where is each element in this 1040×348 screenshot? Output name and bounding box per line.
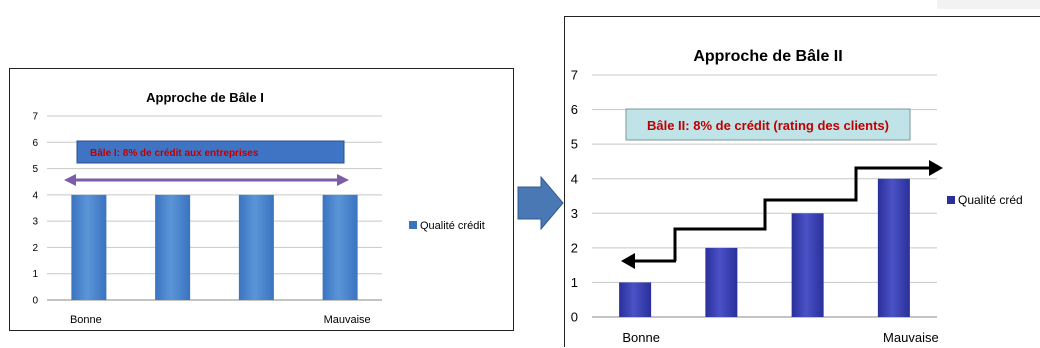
chart-bale-1: Approche de Bâle I 0 1 2 3 4 5 6 7 Bonne Mauvais… (32, 90, 485, 326)
y-tick-label: 3 (571, 206, 578, 221)
y-tick-label: 1 (32, 269, 38, 280)
legend-label: Qualité crédit (420, 220, 485, 232)
x-tick-label: Bonne (70, 314, 102, 326)
y-tick-label: 7 (571, 68, 578, 83)
annotation-label: Bâle I: 8% de crédit aux entreprises (90, 148, 259, 159)
step-arrow (673, 166, 932, 261)
y-tick-label: 6 (571, 102, 578, 117)
y-tick-label: 4 (32, 190, 38, 201)
step-arrow-head-right (929, 160, 943, 176)
legend-swatch (947, 196, 955, 204)
y-tick-label: 2 (32, 243, 38, 254)
corner-shade (937, 0, 1040, 9)
bar (71, 194, 107, 300)
bar (238, 194, 274, 300)
x-tick-label: Mauvaise (324, 314, 371, 326)
x-tick-label: Mauvaise (883, 330, 939, 345)
y-tick-label: 1 (571, 275, 578, 290)
bar (619, 282, 652, 317)
chart-title: Approche de Bâle II (693, 48, 842, 65)
annotation-label: Bâle II: 8% de crédit (rating des client… (647, 118, 889, 133)
chart-title: Approche de Bâle I (146, 90, 264, 105)
bar (791, 213, 824, 317)
y-tick-label: 5 (571, 137, 578, 152)
y-tick-label: 6 (32, 138, 38, 149)
legend-label: Qualité créd (958, 193, 1023, 207)
double-arrow (64, 174, 349, 186)
annotation-box (76, 140, 345, 164)
y-tick-label: 7 (32, 112, 38, 123)
y-tick-label: 5 (32, 164, 38, 175)
bar (155, 194, 191, 300)
chart-bale-2: Approche de Bâle II 0 1 2 3 4 5 6 7 Bonne Mauvai… (571, 48, 1023, 345)
chart-bale-1-panel: Approche de Bâle I 0 1 2 3 4 5 6 7 Bonne Mauvais… (9, 68, 514, 331)
y-tick-label: 0 (571, 310, 578, 325)
y-tick-label: 3 (32, 217, 38, 228)
annotation-box (625, 108, 911, 141)
bar (322, 194, 358, 300)
y-tick-label: 0 (32, 296, 38, 307)
y-tick-label: 4 (571, 171, 578, 186)
bar (877, 178, 910, 317)
x-tick-label: Bonne (622, 330, 660, 345)
chart-bale-2-panel: Approche de Bâle II 0 1 2 3 4 5 6 7 Bonne Mauvai… (564, 16, 1040, 347)
legend-swatch (409, 221, 417, 229)
y-tick-label: 2 (571, 240, 578, 255)
bar (705, 247, 738, 317)
step-arrow-head-left (621, 253, 635, 269)
